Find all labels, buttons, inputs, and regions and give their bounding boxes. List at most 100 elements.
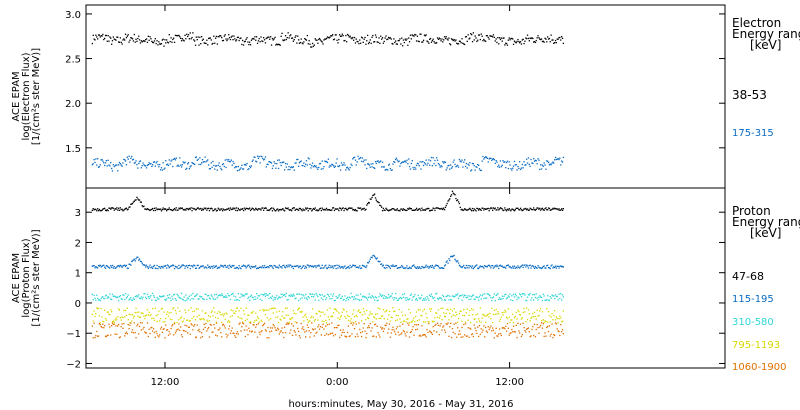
data-point — [422, 209, 424, 211]
data-point — [222, 323, 225, 325]
data-point — [205, 293, 207, 296]
data-point — [149, 315, 151, 317]
data-point — [552, 319, 554, 321]
data-point — [414, 324, 416, 326]
data-point — [185, 265, 187, 267]
data-point — [261, 40, 263, 42]
data-point — [399, 318, 401, 320]
y-tick-label: 2.0 — [65, 99, 81, 110]
data-point — [246, 265, 248, 268]
data-point — [329, 298, 331, 300]
data-point — [344, 39, 346, 42]
data-point — [526, 328, 528, 330]
data-point — [434, 317, 436, 319]
data-point — [404, 297, 406, 299]
data-point — [268, 297, 270, 300]
data-point — [544, 164, 546, 166]
data-point — [159, 43, 161, 45]
data-point — [242, 168, 245, 170]
data-point — [145, 315, 147, 317]
data-point — [312, 207, 315, 210]
data-point — [142, 328, 144, 330]
data-point — [94, 39, 96, 41]
data-point — [418, 40, 420, 43]
data-point — [241, 326, 243, 328]
data-point — [338, 264, 340, 267]
data-point — [122, 162, 124, 164]
data-point — [304, 331, 306, 333]
data-point — [315, 39, 317, 41]
data-point — [156, 333, 158, 335]
data-point — [218, 329, 220, 331]
data-point — [361, 37, 364, 39]
data-point — [234, 207, 236, 209]
data-point — [334, 34, 336, 36]
data-point — [131, 314, 134, 316]
data-point — [180, 317, 182, 319]
data-point — [311, 265, 314, 267]
data-point — [109, 314, 111, 316]
data-point — [374, 161, 377, 163]
data-point — [158, 166, 160, 168]
data-point — [462, 336, 464, 338]
data-point — [372, 34, 374, 37]
data-point — [505, 267, 507, 269]
data-point — [237, 36, 239, 38]
data-point — [173, 267, 176, 270]
data-point — [305, 207, 307, 209]
data-point — [104, 297, 106, 300]
data-point — [301, 310, 303, 313]
data-point — [466, 40, 468, 42]
data-point — [201, 297, 204, 300]
data-point — [357, 335, 359, 337]
data-point — [280, 35, 282, 37]
data-point — [310, 208, 312, 210]
data-point — [339, 266, 341, 268]
data-point — [360, 160, 363, 162]
data-point — [494, 332, 496, 334]
data-point — [413, 317, 415, 319]
data-point — [277, 298, 279, 300]
data-point — [486, 293, 488, 295]
data-point — [464, 267, 466, 269]
data-point — [244, 40, 246, 42]
data-point — [199, 266, 201, 269]
data-point — [494, 264, 496, 267]
data-point — [451, 38, 454, 41]
data-point — [469, 309, 471, 312]
data-point — [315, 165, 317, 167]
data-point — [348, 296, 350, 298]
data-point — [311, 293, 314, 295]
data-point — [381, 295, 383, 298]
data-point — [493, 266, 495, 268]
data-point — [379, 260, 381, 263]
data-point — [404, 333, 406, 335]
data-point — [299, 41, 301, 44]
data-point — [342, 329, 344, 331]
data-point — [326, 36, 329, 38]
data-point — [405, 335, 407, 337]
data-point — [543, 322, 545, 324]
data-point — [319, 207, 322, 209]
data-point — [559, 265, 561, 267]
data-point — [459, 160, 461, 162]
data-point — [171, 41, 173, 43]
data-point — [293, 169, 295, 171]
data-point — [165, 264, 167, 267]
data-point — [314, 38, 316, 40]
data-point — [258, 321, 260, 323]
data-point — [464, 334, 466, 336]
data-point — [524, 40, 526, 42]
data-point — [247, 297, 249, 300]
data-point — [153, 264, 156, 267]
data-point — [118, 207, 120, 209]
data-point — [505, 293, 507, 295]
data-point — [201, 159, 204, 161]
data-point — [154, 209, 156, 212]
legend-title: Energy ranges — [732, 215, 800, 229]
data-point — [332, 164, 334, 166]
data-point — [104, 164, 106, 167]
data-point — [136, 325, 138, 327]
data-point — [492, 321, 494, 324]
data-point — [136, 196, 138, 198]
